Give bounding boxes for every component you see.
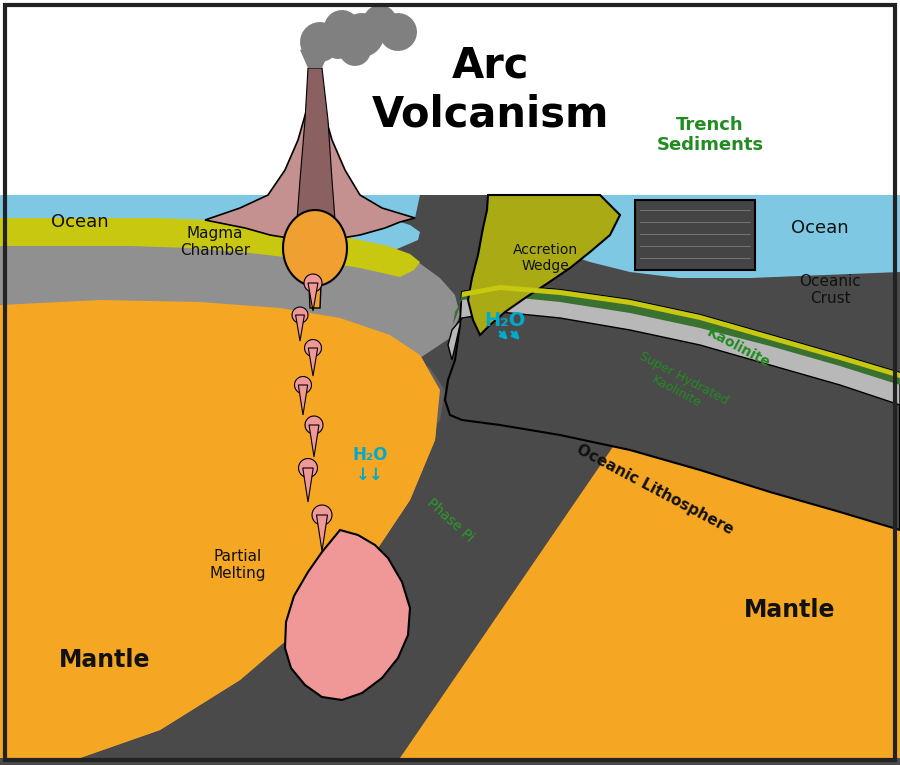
Text: Super Hydrated
Kaolinite: Super Hydrated Kaolinite <box>630 350 730 421</box>
Polygon shape <box>312 505 332 525</box>
Text: Trench
Sediments: Trench Sediments <box>656 116 763 155</box>
Polygon shape <box>283 210 347 286</box>
Polygon shape <box>445 285 900 530</box>
Text: Oceanic
Crust: Oceanic Crust <box>799 274 861 306</box>
Polygon shape <box>205 68 415 242</box>
Polygon shape <box>300 22 340 62</box>
Polygon shape <box>363 5 397 39</box>
Polygon shape <box>468 195 620 335</box>
Text: H₂O
↓↓: H₂O ↓↓ <box>352 445 388 484</box>
Polygon shape <box>305 416 323 434</box>
Text: H₂O: H₂O <box>484 311 526 330</box>
Text: Arc
Volcanism: Arc Volcanism <box>372 44 608 135</box>
Polygon shape <box>285 530 410 700</box>
Polygon shape <box>294 376 311 393</box>
Polygon shape <box>0 218 420 277</box>
Polygon shape <box>309 285 321 308</box>
Polygon shape <box>0 300 440 758</box>
Polygon shape <box>324 31 352 59</box>
Polygon shape <box>309 348 318 376</box>
Polygon shape <box>0 195 900 765</box>
Polygon shape <box>339 34 371 66</box>
Polygon shape <box>297 68 335 228</box>
Polygon shape <box>317 515 328 551</box>
Text: Phase Pi: Phase Pi <box>424 496 476 545</box>
Text: Kaolinite: Kaolinite <box>704 325 772 370</box>
Text: Magma
Chamber: Magma Chamber <box>180 226 250 259</box>
Text: Accretion
Wedge: Accretion Wedge <box>512 243 578 273</box>
Polygon shape <box>304 274 322 292</box>
Polygon shape <box>304 340 321 356</box>
Polygon shape <box>379 13 417 51</box>
Polygon shape <box>308 283 318 311</box>
Polygon shape <box>299 458 318 477</box>
Polygon shape <box>400 378 900 758</box>
Polygon shape <box>535 195 900 278</box>
Polygon shape <box>0 195 420 252</box>
Polygon shape <box>302 468 313 502</box>
Polygon shape <box>0 308 445 528</box>
Polygon shape <box>448 285 900 405</box>
Polygon shape <box>462 285 900 378</box>
Polygon shape <box>292 307 308 323</box>
Polygon shape <box>300 45 330 68</box>
Polygon shape <box>298 385 308 415</box>
Polygon shape <box>0 222 460 383</box>
Polygon shape <box>324 10 360 46</box>
Polygon shape <box>340 13 384 57</box>
Polygon shape <box>0 300 440 758</box>
Polygon shape <box>635 200 755 270</box>
Text: Mantle: Mantle <box>744 598 836 622</box>
Text: Ocean: Ocean <box>51 213 109 231</box>
Text: Partial
Melting: Partial Melting <box>210 549 266 581</box>
Polygon shape <box>0 195 420 218</box>
Text: Oceanic Lithosphere: Oceanic Lithosphere <box>574 442 736 538</box>
Text: Mantle: Mantle <box>59 648 151 672</box>
Text: Ocean: Ocean <box>791 219 849 237</box>
Polygon shape <box>453 285 900 385</box>
Polygon shape <box>295 315 304 341</box>
Polygon shape <box>309 425 319 457</box>
